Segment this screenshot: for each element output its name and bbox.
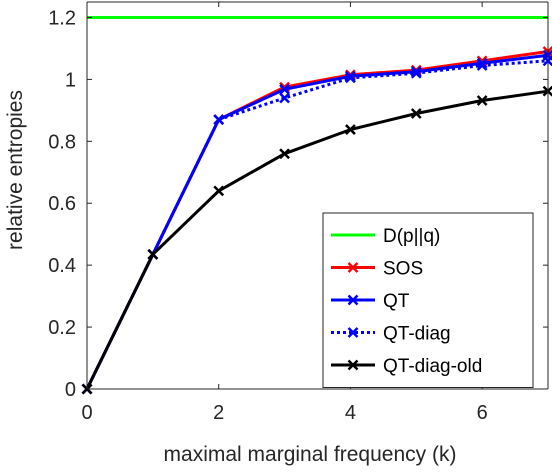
data-point-3-6-stroke-b: [476, 60, 488, 71]
legend-marker-1-stroke-b: [347, 262, 359, 273]
legend-label-2: QT: [383, 291, 410, 312]
x-tick-label-2: 4: [345, 402, 356, 424]
data-point-4-2: [213, 185, 225, 197]
data-point-3-2: [213, 114, 225, 126]
data-point-3-5-stroke-b: [410, 67, 422, 79]
legend-marker-2: [347, 294, 359, 306]
data-point-4-4-stroke-b: [345, 124, 356, 135]
legend-marker-3-stroke-b: [347, 327, 359, 338]
series-line-4: [85, 89, 549, 390]
y-tick-label-2: 0.4: [48, 255, 76, 277]
y-tick-label-5: 1: [65, 69, 76, 91]
y-axis-label: relative entropies: [4, 90, 27, 250]
y-tick-label-4: 0.8: [48, 131, 76, 153]
data-point-3-4: [345, 72, 356, 84]
data-point-4-3-stroke-b: [279, 148, 290, 160]
axes: 0 2 4 6 0 0.2 0.4 0.6 0.8 1 1.2: [48, 1, 549, 424]
data-point-3-6: [476, 60, 488, 71]
data-point-4-2-stroke-b: [213, 185, 225, 197]
y-tick-label-3: 0.6: [48, 193, 76, 215]
data-point-4-5: [410, 108, 422, 119]
data-point-4-1-stroke-b: [147, 248, 159, 260]
data-point-4-5-stroke-b: [410, 108, 422, 119]
x-tick-label-3: 6: [477, 402, 488, 424]
y-tick-label-1: 0.2: [48, 317, 76, 339]
y-tick-label-6: 1.2: [48, 7, 76, 29]
data-point-2-3: [279, 83, 290, 95]
legend-marker-4: [347, 359, 359, 371]
legend: D(p||q) SOS QT QT-diag QT-diag-old: [322, 212, 534, 388]
data-point-4-1: [147, 248, 159, 260]
legend-label-0: D(p||q): [383, 226, 440, 247]
data-point-2-6: [476, 57, 488, 69]
legend-marker-4-stroke-b: [347, 359, 359, 371]
data-point-4-6: [476, 95, 488, 106]
data-point-4-6-stroke-b: [476, 95, 488, 106]
data-point-3-3: [279, 92, 290, 104]
legend-marker-1: [347, 262, 359, 273]
data-point-4-4: [345, 124, 356, 135]
series-line-3: [85, 59, 549, 390]
data-point-3-4-stroke-b: [345, 72, 356, 84]
legend-marker-2-stroke-b: [347, 294, 359, 306]
x-tick-label-0: 0: [81, 402, 92, 424]
legend-marker-3: [347, 327, 359, 338]
x-axis-label: maximal marginal frequency (k): [164, 443, 457, 466]
data-point-3-2-stroke-b: [213, 114, 225, 126]
data-point-2-3-stroke-b: [279, 83, 290, 95]
x-tick-label-1: 2: [213, 402, 224, 424]
legend-label-4: QT-diag-old: [383, 356, 482, 377]
data-point-3-3-stroke-b: [279, 92, 290, 104]
data-point-3-5: [410, 67, 422, 79]
data-point-4-3: [279, 148, 290, 160]
plot-area: [81, 16, 552, 395]
y-tick-label-0: 0: [65, 379, 76, 401]
legend-label-1: SOS: [383, 259, 423, 280]
legend-label-3: QT-diag: [383, 324, 451, 345]
data-point-2-6-stroke-b: [476, 57, 488, 69]
